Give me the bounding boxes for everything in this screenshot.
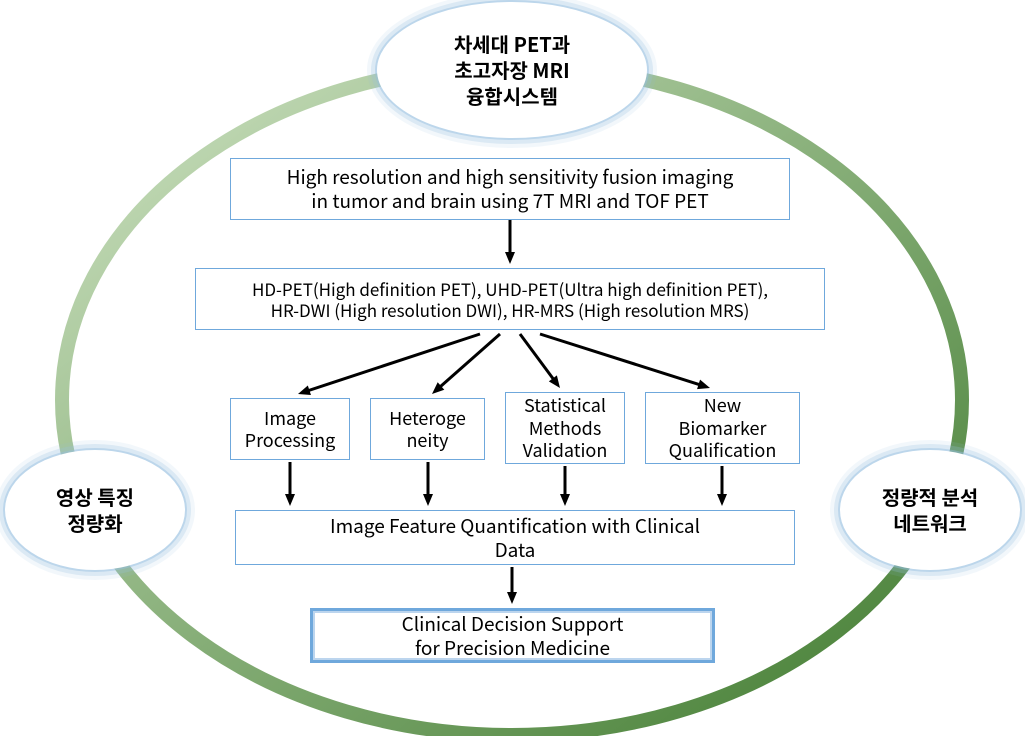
box-image-processing-text: Image Processing: [245, 407, 336, 452]
node-right-ellipse-text: 정량적 분석 네트워크: [882, 484, 979, 536]
box-modalities: HD-PET(High definition PET), UHD-PET(Ult…: [195, 268, 825, 330]
box-heterogeneity: Heteroge neity: [370, 398, 485, 460]
node-top-ellipse: 차세대 PET과 초고자장 MRI 융합시스템: [377, 2, 647, 138]
node-left-ellipse-text: 영상 특징 정량화: [56, 484, 134, 536]
box-biomarker-qualification: New Biomarker Qualification: [645, 392, 800, 464]
node-left-ellipse: 영상 특징 정량화: [5, 450, 185, 570]
node-top-ellipse-text: 차세대 PET과 초고자장 MRI 융합시스템: [454, 31, 570, 109]
node-right-ellipse: 정량적 분석 네트워크: [840, 450, 1020, 570]
box-feature-quantification-text: Image Feature Quantification with Clinic…: [330, 514, 700, 562]
box-clinical-decision: Clinical Decision Support for Precision …: [310, 608, 715, 663]
box-fusion-imaging-text: High resolution and high sensitivity fus…: [287, 165, 734, 213]
box-modalities-text: HD-PET(High definition PET), UHD-PET(Ult…: [252, 278, 768, 321]
box-statistical-validation: Statistical Methods Validation: [505, 392, 625, 464]
box-feature-quantification: Image Feature Quantification with Clinic…: [235, 510, 795, 565]
box-statistical-validation-text: Statistical Methods Validation: [523, 394, 608, 462]
box-image-processing: Image Processing: [230, 398, 350, 460]
box-biomarker-qualification-text: New Biomarker Qualification: [669, 394, 777, 462]
box-heterogeneity-text: Heteroge neity: [389, 407, 466, 452]
box-clinical-decision-text: Clinical Decision Support for Precision …: [402, 612, 624, 660]
box-fusion-imaging: High resolution and high sensitivity fus…: [230, 158, 790, 220]
